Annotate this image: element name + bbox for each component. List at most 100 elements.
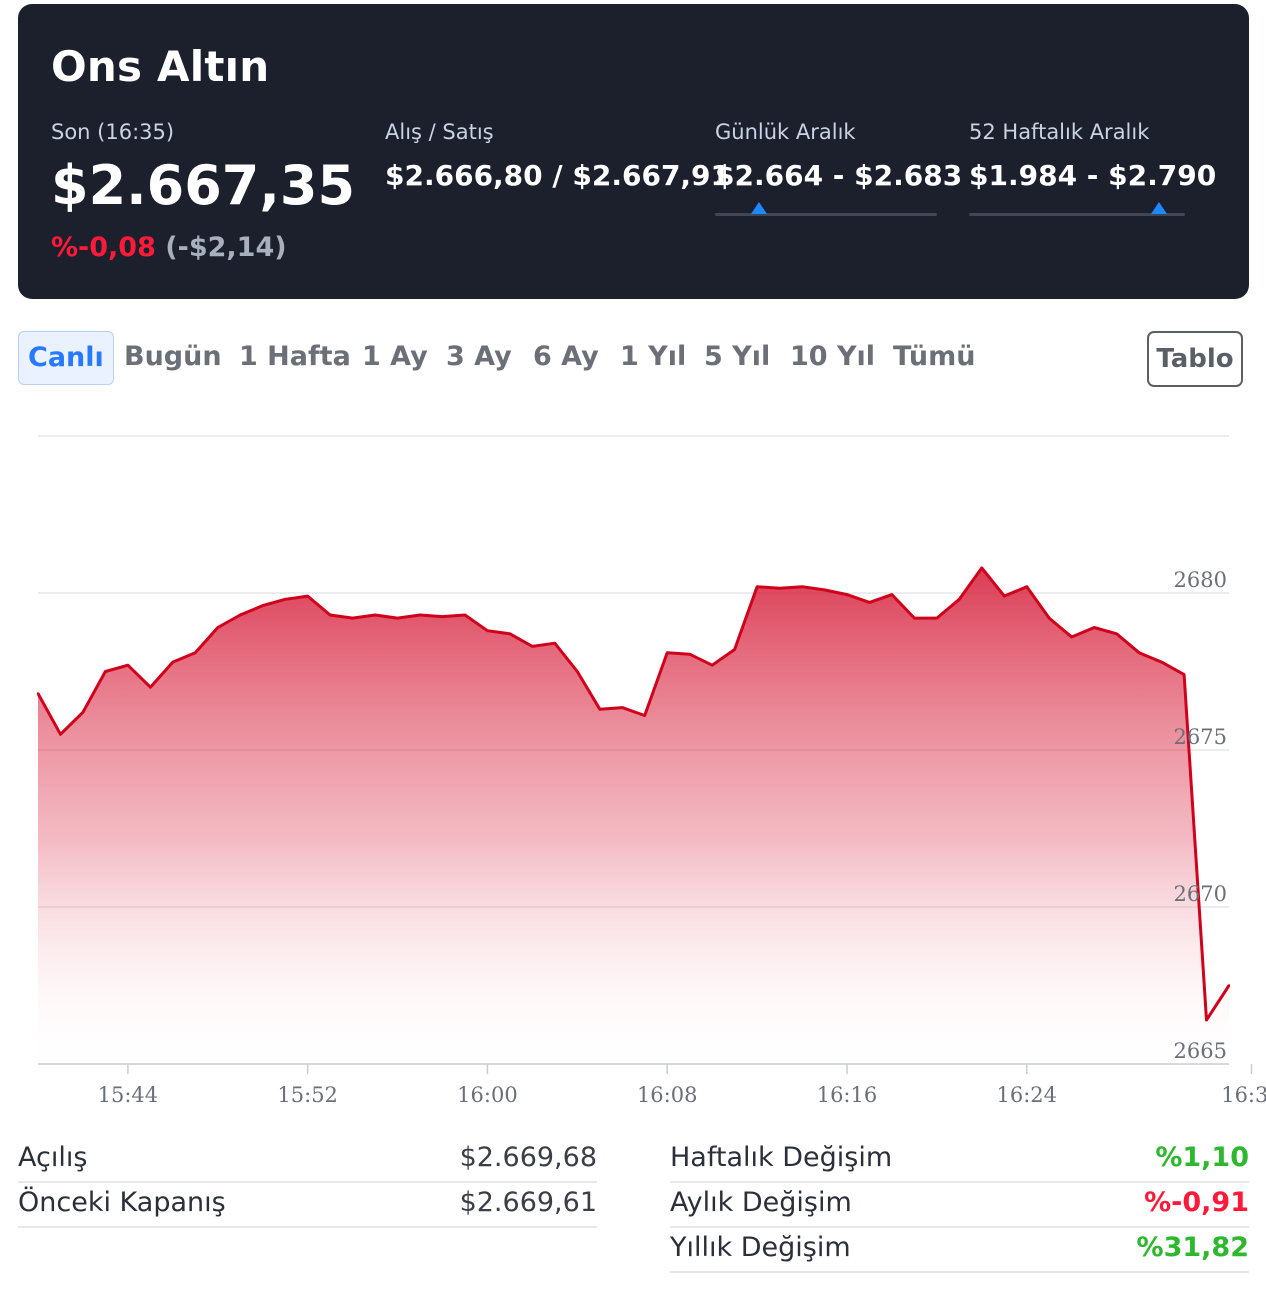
price-point <box>81 711 85 714</box>
price-point <box>216 626 219 629</box>
price-point <box>508 632 512 636</box>
stat-label: Yıllık Değişim <box>670 1232 851 1263</box>
tab-today[interactable]: Bugün <box>124 341 222 372</box>
table-view-button[interactable]: Tablo <box>1147 331 1243 387</box>
week52-range-marker-icon <box>1151 202 1168 214</box>
price-point <box>283 598 287 601</box>
price-point <box>621 706 624 709</box>
y-tick-label: 2670 <box>1174 882 1227 906</box>
price-point <box>845 593 849 596</box>
price-point <box>778 587 781 590</box>
tab-3-month[interactable]: 3 Ay <box>446 341 512 372</box>
price-change: %-0,08 (-$2,14) <box>51 232 287 263</box>
y-tick-label: 2680 <box>1174 568 1227 592</box>
price-point <box>463 613 467 617</box>
x-tick-label: 16:16 <box>817 1083 878 1107</box>
bid-ask-label: Alış / Satış <box>385 120 494 144</box>
price-point <box>1048 616 1051 620</box>
price-point <box>755 585 759 588</box>
price-point <box>328 613 332 617</box>
stat-value: $2.669,68 <box>459 1142 597 1173</box>
price-point <box>800 585 804 588</box>
tab-5-year[interactable]: 5 Yıl <box>704 341 771 372</box>
price-point <box>194 651 197 654</box>
tab-10-year[interactable]: 10 Yıl <box>790 341 876 372</box>
price-point <box>553 642 557 645</box>
price-chart[interactable]: 2665 2670 2675 2680 15:44 15:52 16:00 16:08 16:… <box>0 400 1266 1120</box>
price-point <box>396 616 399 620</box>
price-point <box>59 733 62 736</box>
price-point <box>710 664 714 667</box>
price-point <box>1025 585 1028 588</box>
price-point <box>823 588 826 592</box>
price-point <box>104 670 107 673</box>
price-point <box>868 601 871 604</box>
price-point <box>980 566 984 570</box>
y-axis: 2665 2670 2675 2680 <box>1174 568 1227 1063</box>
stat-value: %-0,91 <box>1144 1187 1249 1218</box>
price-point <box>1070 635 1073 639</box>
price-points <box>36 566 1231 1022</box>
price-point <box>1003 594 1006 598</box>
stat-row: Önceki Kapanış $2.669,61 <box>18 1183 597 1228</box>
y-tick-label: 2675 <box>1174 725 1227 749</box>
change-percent: %-0,08 <box>51 232 156 263</box>
tab-1-year[interactable]: 1 Yıl <box>620 341 687 372</box>
stat-row: Açılış $2.669,68 <box>18 1138 597 1183</box>
x-tick-label: 16:00 <box>457 1083 518 1107</box>
stat-label: Açılış <box>18 1142 88 1173</box>
x-axis: 15:44 15:52 16:00 16:08 16:16 16:24 16:34 <box>98 1064 1266 1107</box>
price-point <box>531 645 534 648</box>
price-point <box>1160 660 1163 664</box>
week52-range-label: 52 Haftalık Aralık <box>969 120 1150 144</box>
price-point <box>1227 984 1231 987</box>
price-point <box>643 714 646 717</box>
tab-live[interactable]: Canlı <box>18 331 114 385</box>
stat-row: Haftalık Değişim %1,10 <box>670 1138 1249 1183</box>
price-line <box>36 566 1231 1022</box>
stat-label: Aylık Değişim <box>670 1187 852 1218</box>
stat-value: $2.669,61 <box>459 1187 597 1218</box>
price-point <box>666 651 669 654</box>
stat-label: Haftalık Değişim <box>670 1142 893 1173</box>
week52-range-value: $1.984 - $2.790 <box>969 159 1217 192</box>
x-tick-label: 16:34 <box>1221 1083 1266 1107</box>
daily-range-bar <box>715 202 937 216</box>
stat-label: Önceki Kapanış <box>18 1187 226 1218</box>
stat-value: %31,82 <box>1136 1232 1249 1263</box>
price-point <box>913 616 916 620</box>
x-tick-label: 16:24 <box>996 1083 1057 1107</box>
daily-range-label: Günlük Aralık <box>715 120 856 144</box>
tab-all[interactable]: Tümü <box>893 341 976 372</box>
x-tick-label: 15:44 <box>98 1083 159 1107</box>
instrument-title: Ons Altın <box>51 42 270 91</box>
change-absolute: (-$2,14) <box>165 232 287 263</box>
price-point <box>486 629 489 632</box>
price-point <box>688 653 691 656</box>
stats-right-table: Haftalık Değişim %1,10 Aylık Değişim %-0,91… <box>670 1138 1249 1273</box>
price-point <box>733 648 736 651</box>
daily-range-marker-icon <box>751 202 768 214</box>
price-point <box>1137 651 1141 654</box>
price-point <box>1092 626 1096 629</box>
stats-left-table: Açılış $2.669,68 Önceki Kapanış $2.669,61 <box>18 1138 597 1228</box>
tab-1-month[interactable]: 1 Ay <box>362 341 428 372</box>
last-price-label: Son (16:35) <box>51 120 175 144</box>
y-tick-label: 2665 <box>1174 1039 1227 1063</box>
tab-1-week[interactable]: 1 Hafta <box>239 341 351 372</box>
x-tick-label: 15:52 <box>277 1083 338 1107</box>
price-point <box>418 613 422 617</box>
price-point <box>373 613 377 617</box>
tab-6-month[interactable]: 6 Ay <box>533 341 599 372</box>
price-point <box>261 604 264 607</box>
price-point <box>576 670 579 673</box>
price-point <box>36 692 40 695</box>
price-point <box>239 613 242 617</box>
week52-range-bar <box>969 202 1185 216</box>
bid-ask-value: $2.666,80 / $2.667,91 <box>385 159 731 192</box>
quote-header-card: Ons Altın Son (16:35) $2.667,35 %-0,08 (… <box>18 4 1249 299</box>
price-point <box>1205 1018 1208 1022</box>
price-point <box>935 616 939 620</box>
price-point <box>1115 632 1118 636</box>
x-tick-label: 16:08 <box>637 1083 698 1107</box>
